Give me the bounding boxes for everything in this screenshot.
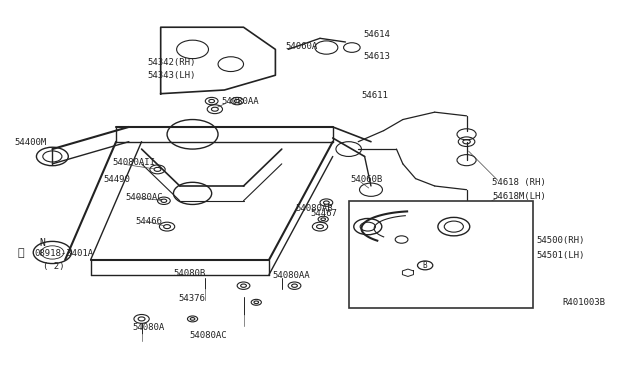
Text: Ⓝ: Ⓝ	[17, 248, 24, 258]
Bar	[349, 201, 534, 308]
Text: 54080AA: 54080AA	[221, 97, 259, 106]
Text: B: B	[423, 261, 428, 270]
Text: ( 2): ( 2)	[43, 262, 64, 271]
Text: 54521: 54521	[394, 239, 420, 248]
Text: 54467: 54467	[310, 209, 337, 218]
Text: 54080B: 54080B	[173, 269, 205, 278]
Text: 54500(RH): 54500(RH)	[537, 236, 585, 245]
Text: 54080AA: 54080AA	[272, 271, 310, 280]
Text: 54080AC: 54080AC	[125, 193, 163, 202]
Text: 54613: 54613	[364, 52, 390, 61]
Text: N: N	[40, 238, 45, 248]
Text: 54400M: 54400M	[14, 138, 46, 147]
Text: 54376: 54376	[179, 294, 205, 303]
Text: 54060A: 54060A	[285, 42, 317, 51]
Text: R401003B: R401003B	[562, 298, 605, 307]
Text: 54342(RH): 54342(RH)	[147, 58, 196, 67]
Text: 54466: 54466	[135, 217, 162, 225]
Text: 54614: 54614	[364, 30, 390, 39]
Text: 08918-3401A: 08918-3401A	[35, 249, 93, 258]
Text: 54611: 54611	[362, 91, 388, 100]
Text: 081B4-0305M: 081B4-0305M	[433, 260, 493, 269]
Text: ( 3): ( 3)	[441, 273, 463, 282]
Text: 54501(LH): 54501(LH)	[537, 251, 585, 260]
Text: 54080AC: 54080AC	[189, 331, 227, 340]
Text: 54080AII: 54080AII	[113, 157, 156, 167]
Text: 54060B: 54060B	[351, 175, 383, 184]
Text: 54618M(LH): 54618M(LH)	[492, 192, 546, 201]
Text: 54080AB: 54080AB	[296, 203, 333, 213]
Text: 54080A: 54080A	[132, 323, 164, 331]
Text: 54490: 54490	[103, 175, 130, 184]
Text: 54343(LH): 54343(LH)	[147, 71, 196, 80]
Text: 54618 (RH): 54618 (RH)	[492, 178, 546, 187]
